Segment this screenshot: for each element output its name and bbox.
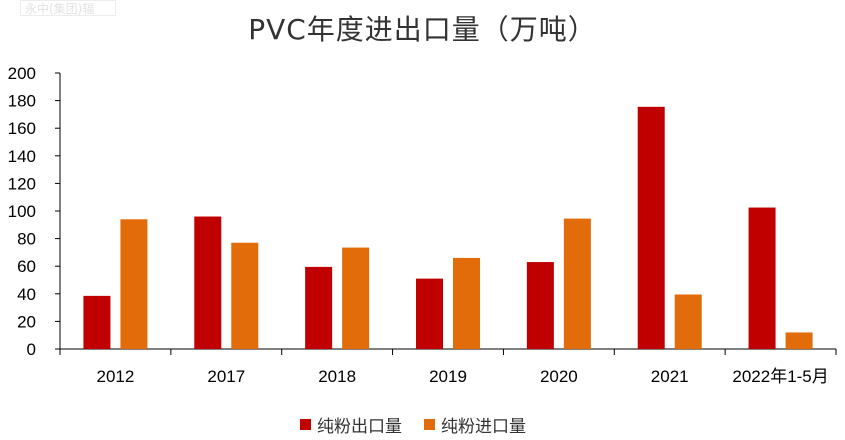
- axes: [55, 72, 837, 355]
- bar-export-2018: [305, 266, 333, 349]
- bar-import-2017: [231, 242, 259, 349]
- x-tick-label: 2022年1-5月: [732, 367, 828, 386]
- tick-labels: 0 20 40 60 80 100 120 140 160 180 200 2012 2017 2018 2…: [8, 64, 829, 386]
- y-tick-label: 0: [27, 340, 36, 359]
- x-tick-label: 2020: [540, 367, 578, 386]
- x-tick-label: 2021: [651, 367, 689, 386]
- y-tick-label: 120: [8, 174, 36, 193]
- legend-swatch-export: [300, 419, 311, 430]
- y-tick-label: 140: [8, 147, 36, 166]
- bar-import-2022年1-5月: [785, 332, 813, 349]
- bar-export-2017: [194, 216, 222, 349]
- bar-import-2018: [342, 247, 370, 349]
- y-tick-label: 60: [17, 257, 36, 276]
- legend-label-export: 纯粉出口量: [317, 417, 402, 437]
- y-tick-label: 100: [8, 202, 36, 221]
- legend-label-import: 纯粉进口量: [441, 417, 526, 437]
- x-tick-label: 2019: [429, 367, 467, 386]
- chart-title: PVC年度进出口量（万吨）: [248, 13, 597, 46]
- x-tick-label: 2018: [318, 367, 356, 386]
- bar-import-2020: [563, 218, 591, 349]
- bar-export-2022年1-5月: [748, 207, 776, 349]
- legend-item-import: 纯粉进口量: [424, 412, 526, 437]
- y-tick-label: 80: [17, 230, 36, 249]
- y-tick-label: 200: [8, 64, 36, 83]
- bar-export-2012: [83, 295, 111, 349]
- watermark: 永中(集团)辐: [20, 0, 116, 16]
- bar-export-2019: [416, 278, 443, 349]
- bar-export-2021: [637, 106, 665, 349]
- y-tick-label: 20: [17, 312, 36, 331]
- x-tick-label: 2012: [97, 367, 135, 386]
- y-tick-label: 160: [8, 119, 36, 138]
- y-tick-label: 40: [17, 285, 36, 304]
- bars: [83, 106, 813, 349]
- bar-export-2020: [526, 262, 554, 349]
- y-tick-label: 180: [8, 92, 36, 111]
- legend-item-export: 纯粉出口量: [300, 412, 402, 437]
- bar-import-2019: [453, 257, 480, 349]
- legend-swatch-import: [424, 419, 435, 430]
- legend: 纯粉出口量 纯粉进口量: [300, 412, 548, 437]
- x-tick-label: 2017: [207, 367, 245, 386]
- bar-import-2012: [120, 219, 148, 349]
- bar-import-2021: [674, 294, 702, 349]
